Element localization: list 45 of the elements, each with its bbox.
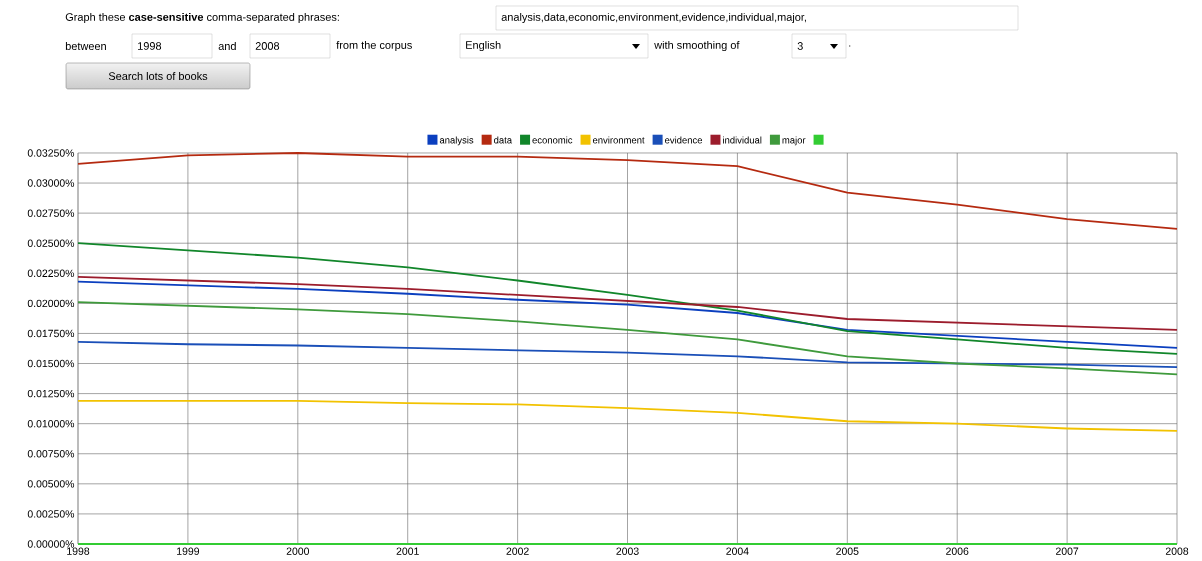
- legend-label: individual: [723, 136, 762, 144]
- y-tick-label: 0.02250%: [27, 269, 75, 277]
- x-tick-label: 1998: [67, 547, 90, 555]
- x-tick-label: 2003: [616, 547, 639, 555]
- y-tick-label: 0.02500%: [27, 239, 75, 247]
- legend-label: data: [494, 136, 513, 144]
- legend-label: major: [782, 136, 806, 146]
- x-tick-label: 2004: [726, 547, 749, 555]
- y-tick-label: 0.02000%: [27, 299, 75, 308]
- text: analysis,data,economic,environment,evidence,individual,major,: [501, 12, 806, 24]
- text: from the corpus: [336, 40, 412, 52]
- y-tick-label: 0.00250%: [27, 510, 75, 518]
- y-tick-label: 0.02750%: [27, 209, 75, 217]
- text: 3: [797, 42, 803, 50]
- y-tick-label: 0.03250%: [27, 149, 75, 157]
- x-tick-label: 2005: [836, 547, 859, 555]
- legend-label: analysis: [439, 136, 474, 146]
- text: and: [218, 41, 236, 51]
- legend-label: economic: [532, 136, 573, 144]
- x-tick-label: 2008: [1165, 547, 1189, 555]
- text: 2008: [255, 42, 280, 50]
- x-tick-label: 2007: [1056, 547, 1079, 555]
- text: between: [65, 41, 106, 51]
- y-tick-label: 0.01000%: [27, 419, 75, 428]
- x-tick-label: 2001: [396, 547, 419, 555]
- y-tick-label: 0.01500%: [27, 359, 75, 368]
- y-tick-label: 0.00500%: [27, 480, 75, 488]
- legend-label: evidence: [665, 136, 703, 144]
- text: 1998: [138, 42, 162, 50]
- y-tick-label: 0.01250%: [27, 389, 75, 398]
- x-tick-label: 2000: [286, 547, 310, 555]
- legend-label: environment: [592, 136, 645, 144]
- line-series: [77, 152, 1178, 230]
- text: Search lots of books: [108, 71, 208, 81]
- x-tick-label: 2002: [506, 547, 529, 555]
- x-tick-label: 1999: [177, 547, 200, 555]
- text: with smoothing of: [654, 40, 740, 52]
- y-tick-label: 0.01750%: [27, 329, 75, 338]
- text: .: [849, 45, 851, 47]
- y-tick-label: 0.03000%: [27, 179, 75, 187]
- text: Graph these case-sensitive comma-separated phrases:: [65, 12, 339, 24]
- text: English: [466, 40, 501, 52]
- y-tick-label: 0.00000%: [27, 540, 75, 548]
- x-tick-label: 2006: [946, 547, 969, 555]
- y-tick-label: 0.00750%: [27, 450, 75, 458]
